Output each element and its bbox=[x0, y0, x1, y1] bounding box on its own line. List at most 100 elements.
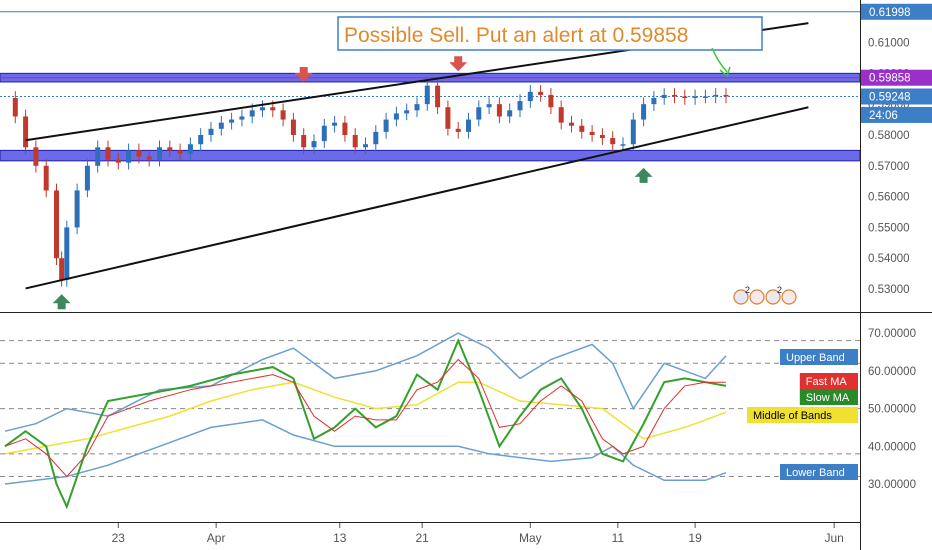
candle-body bbox=[424, 85, 430, 105]
event-icon-2[interactable] bbox=[749, 289, 765, 305]
legend-box bbox=[799, 389, 858, 405]
candle-body bbox=[115, 159, 121, 163]
event-icons[interactable]: 2 2 bbox=[733, 285, 797, 305]
candle-body bbox=[12, 97, 18, 117]
candle-body bbox=[270, 107, 276, 111]
legend-label: Slow MA bbox=[806, 392, 850, 404]
legend-box bbox=[799, 373, 858, 389]
price-tick-label: 0.55000 bbox=[868, 222, 910, 234]
candle-body bbox=[713, 94, 719, 97]
candle-body bbox=[301, 134, 307, 148]
annotation-box[interactable]: Possible Sell. Put an alert at 0.59858 bbox=[337, 16, 763, 51]
candle-body bbox=[393, 113, 399, 120]
lower-trendline bbox=[25, 106, 809, 290]
event-icon-1[interactable] bbox=[733, 289, 749, 305]
indicator-tick-label: 50.00000 bbox=[868, 404, 916, 416]
price-label-text: 0.59858 bbox=[869, 73, 911, 85]
candle-body bbox=[332, 122, 338, 126]
candle-body bbox=[692, 96, 698, 98]
legend-box bbox=[747, 407, 858, 423]
candle-body bbox=[610, 138, 616, 145]
candle-body bbox=[126, 150, 132, 163]
price-pane: Possible Sell. Put an alert at 0.59858 2… bbox=[0, 3, 932, 310]
candle-body bbox=[527, 91, 533, 102]
event-badge-1: 2 bbox=[745, 285, 750, 295]
price-tick-label: 0.56000 bbox=[868, 192, 910, 204]
candle-body bbox=[414, 104, 420, 111]
horizontal-lines-group bbox=[0, 11, 860, 98]
price-label-box bbox=[861, 69, 932, 86]
candle-body bbox=[476, 107, 482, 120]
candle-body bbox=[548, 94, 554, 108]
candle-body bbox=[352, 134, 358, 148]
legend-label: Lower Band bbox=[786, 467, 845, 479]
candle-body bbox=[651, 97, 657, 105]
legend-label: Middle of Bands bbox=[753, 410, 832, 422]
time-tick-label: 23 bbox=[112, 531, 126, 545]
series-fast-ma bbox=[4, 358, 726, 478]
candle-body bbox=[404, 110, 410, 114]
price-label-text: 0.61998 bbox=[869, 7, 911, 19]
candle-body bbox=[630, 119, 636, 145]
price-label-box bbox=[861, 3, 932, 20]
candle-body bbox=[682, 96, 688, 98]
indicator-pane-bg bbox=[0, 313, 860, 522]
time-axis: 23 Apr 13 21 May 11 19 Jun bbox=[112, 523, 844, 545]
candle-body bbox=[54, 190, 59, 259]
candle-body bbox=[538, 91, 544, 95]
candle-body bbox=[260, 107, 265, 111]
arrow-icon bbox=[711, 47, 731, 78]
price-label-box bbox=[861, 88, 932, 105]
indicator-pane: 70.00000 60.00000 50.00000 40.00000 30.00000… bbox=[0, 313, 916, 522]
event-icon-3[interactable] bbox=[765, 289, 781, 305]
candle-body bbox=[558, 107, 564, 123]
indicator-tick-label: 40.00000 bbox=[868, 441, 916, 453]
indicator-tick-label: 30.00000 bbox=[868, 479, 916, 491]
buy-arrow-2 bbox=[634, 167, 653, 183]
candle-body bbox=[723, 94, 729, 97]
candle-body bbox=[466, 119, 471, 132]
candle-body bbox=[290, 119, 296, 135]
candle-body bbox=[342, 122, 348, 135]
candle-body bbox=[208, 128, 214, 135]
candle-body bbox=[136, 150, 142, 157]
candle-body bbox=[589, 131, 595, 135]
event-badge-2: 2 bbox=[777, 285, 782, 295]
alert-arrow-shaft bbox=[711, 47, 728, 73]
candle-body bbox=[569, 122, 574, 126]
price-label-text: 24:06 bbox=[869, 110, 898, 122]
candle-body bbox=[23, 116, 29, 148]
candle-body bbox=[157, 147, 162, 160]
candle-body bbox=[311, 141, 317, 148]
indicator-legend: Upper Band Fast MA Slow MA Middle of Bands L… bbox=[747, 349, 858, 480]
candle-body bbox=[620, 144, 626, 146]
price-tick-label: 0.54000 bbox=[868, 253, 910, 265]
candle-body bbox=[105, 147, 111, 160]
candle-body bbox=[84, 165, 90, 191]
candle-body bbox=[517, 101, 523, 111]
candle-body bbox=[239, 116, 245, 120]
legend-box bbox=[780, 349, 858, 365]
candle-body bbox=[661, 94, 667, 98]
candle-body bbox=[74, 190, 80, 228]
annotation-text: Possible Sell. Put an alert at 0.59858 bbox=[344, 24, 688, 47]
series-upper-band bbox=[4, 332, 727, 432]
price-tick-label: 0.61000 bbox=[868, 38, 910, 50]
candle-body bbox=[321, 125, 327, 142]
candle-body bbox=[383, 119, 389, 132]
markers-group bbox=[52, 56, 653, 310]
time-tick-label: 21 bbox=[415, 531, 429, 545]
price-tick-label: 0.53000 bbox=[868, 284, 910, 296]
candle-body bbox=[599, 134, 605, 139]
price-tick-label: 0.58000 bbox=[868, 130, 910, 142]
candle-body bbox=[43, 165, 49, 191]
candle-body bbox=[95, 147, 101, 166]
sell-arrow-2 bbox=[449, 56, 468, 72]
price-label-text: 0.59248 bbox=[869, 92, 911, 104]
candle-body bbox=[146, 156, 152, 160]
indicator-tick-label: 60.00000 bbox=[868, 366, 916, 378]
candles-group bbox=[12, 78, 729, 287]
event-icon-4[interactable] bbox=[781, 289, 797, 305]
candle-body bbox=[641, 104, 647, 120]
candle-body bbox=[455, 128, 461, 132]
